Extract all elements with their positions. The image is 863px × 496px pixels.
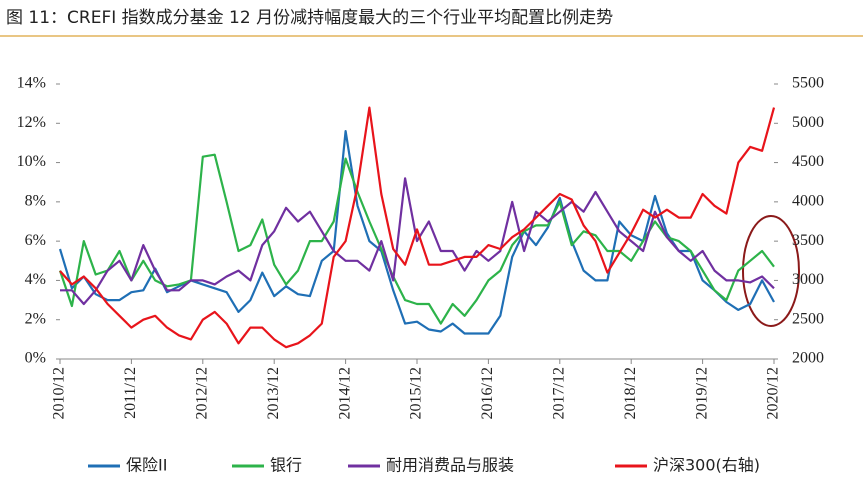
x-tick-label: 2017/12 xyxy=(550,367,567,419)
y2-tick-label: 3500 xyxy=(792,232,824,249)
y2-tick-label: 4000 xyxy=(792,193,824,210)
highlight-ellipse xyxy=(742,215,800,327)
x-tick-label: 2014/12 xyxy=(336,367,353,419)
x-tick-label: 2011/12 xyxy=(122,367,139,419)
y-tick-label: 0% xyxy=(25,350,46,367)
series-line xyxy=(60,177,775,306)
series-line xyxy=(59,106,776,349)
legend-label: 耐用消费品与服装 xyxy=(386,456,514,475)
y2-tick-label: 2000 xyxy=(792,350,824,367)
x-tick-label: 2019/12 xyxy=(693,367,710,419)
y-tick-label: 2% xyxy=(25,310,46,327)
y-tick-label: 14% xyxy=(17,75,46,92)
x-tick-label: 2013/12 xyxy=(265,367,282,419)
y2-tick-label: 4500 xyxy=(792,153,824,170)
legend-label: 沪深300(右轴) xyxy=(653,456,760,475)
legend-label: 保险II xyxy=(126,456,167,475)
legend-label: 银行 xyxy=(270,456,302,475)
chart-title: 图 11：CREFI 指数成分基金 12 月份减持幅度最大的三个行业平均配置比例… xyxy=(6,8,613,28)
y2-tick-label: 5500 xyxy=(792,75,824,92)
y-tick-label: 4% xyxy=(25,271,46,288)
y2-tick-label: 2500 xyxy=(792,310,824,327)
y-tick-label: 6% xyxy=(25,232,46,249)
x-tick-label: 2015/12 xyxy=(408,367,425,419)
y-tick-label: 8% xyxy=(25,193,46,210)
x-tick-label: 2018/12 xyxy=(622,367,639,419)
y-tick-label: 10% xyxy=(17,153,46,170)
x-tick-label: 2010/12 xyxy=(51,367,68,419)
series-line xyxy=(58,130,775,335)
x-tick-label: 2012/12 xyxy=(193,367,210,419)
y2-tick-label: 5000 xyxy=(792,114,824,131)
y2-tick-label: 3000 xyxy=(792,271,824,288)
x-tick-label: 2020/12 xyxy=(765,367,782,419)
y-tick-label: 12% xyxy=(17,114,46,131)
series-line xyxy=(58,153,775,325)
x-tick-label: 2016/12 xyxy=(479,367,496,419)
